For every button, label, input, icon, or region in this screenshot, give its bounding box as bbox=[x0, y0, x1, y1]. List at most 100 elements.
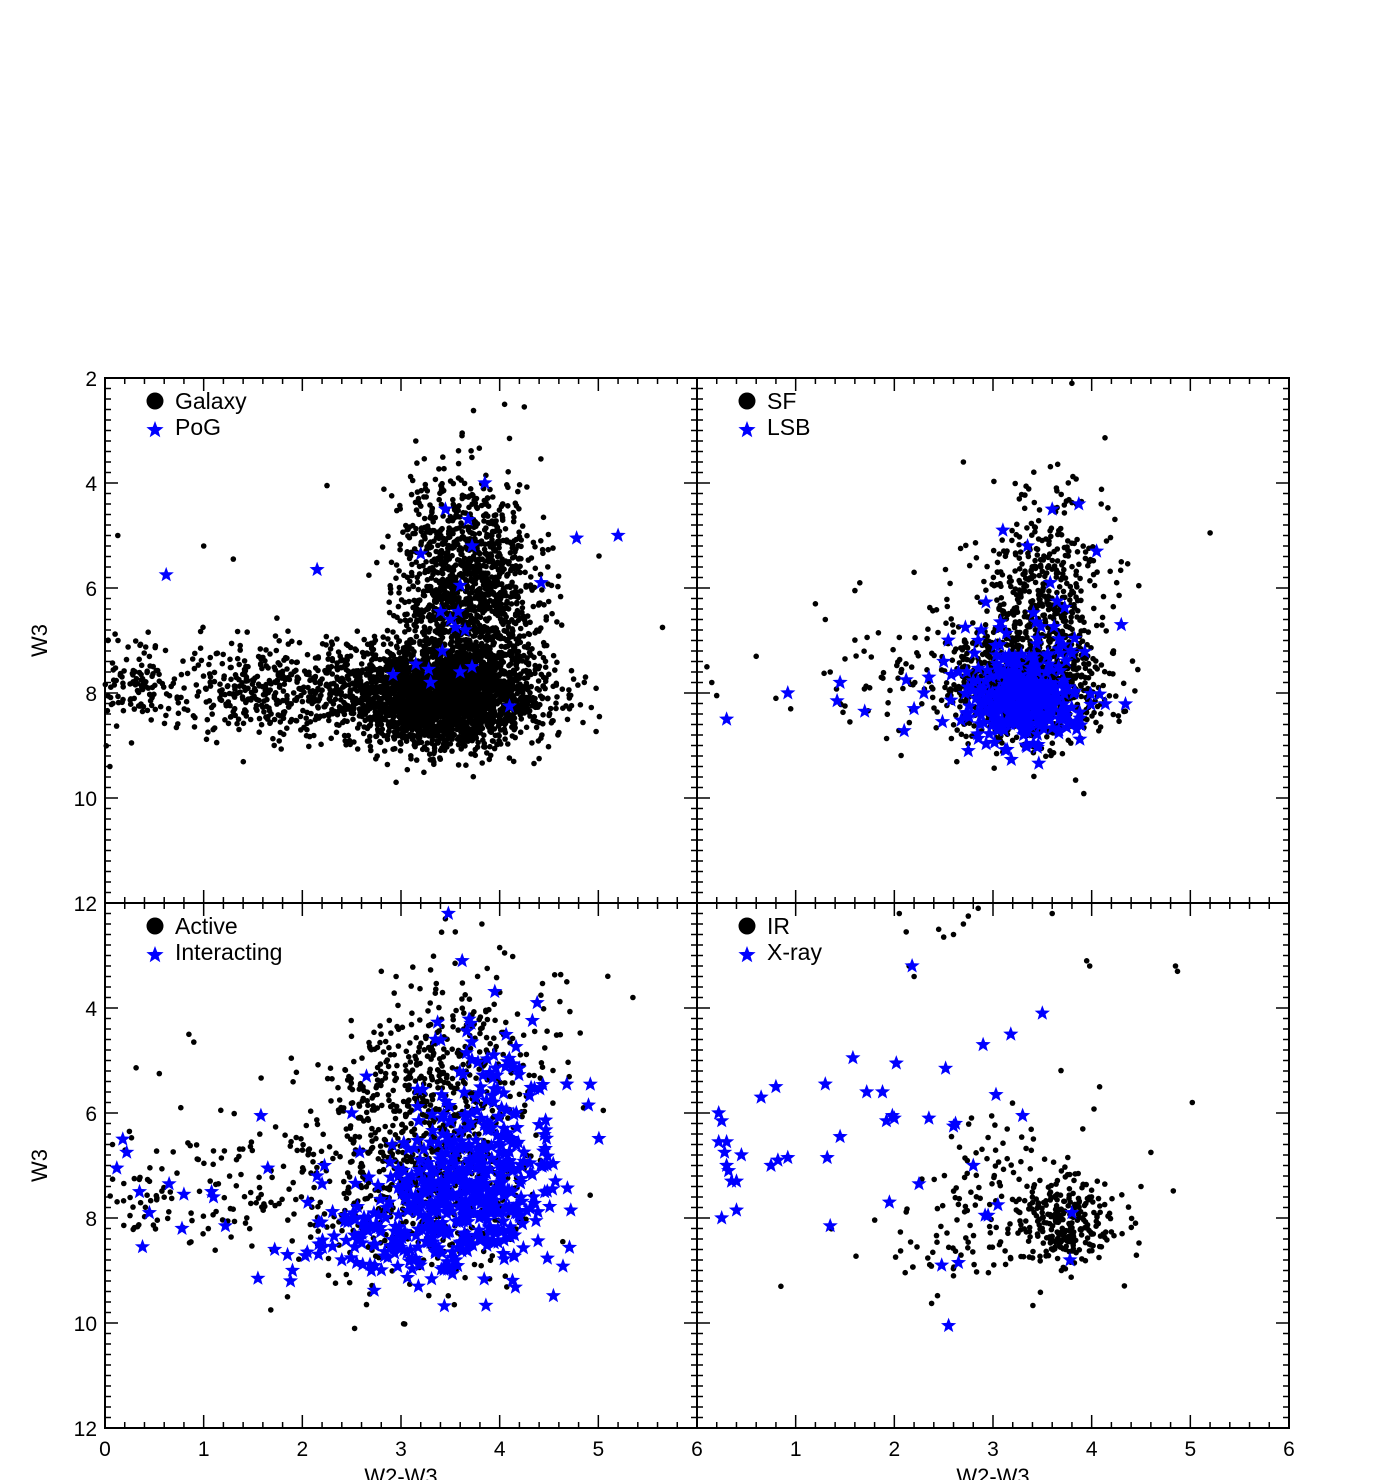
dot-point bbox=[421, 624, 428, 630]
dot-point bbox=[189, 656, 196, 662]
dot-point bbox=[115, 532, 121, 539]
dot-point bbox=[407, 578, 413, 585]
dot-point bbox=[150, 671, 156, 677]
dot-point bbox=[519, 523, 526, 529]
dot-point bbox=[243, 674, 250, 680]
dot-point bbox=[440, 550, 446, 556]
dot-point bbox=[275, 660, 282, 666]
dot-point bbox=[455, 536, 461, 542]
dot-point bbox=[421, 732, 428, 738]
dot-point bbox=[304, 651, 311, 658]
dot-point bbox=[537, 650, 543, 657]
dot-point bbox=[249, 681, 256, 687]
dot-point bbox=[542, 658, 549, 665]
dot-point bbox=[432, 628, 439, 634]
dot-point bbox=[524, 484, 530, 490]
dot-point bbox=[512, 724, 518, 731]
star-point bbox=[158, 566, 174, 582]
dot-point bbox=[297, 713, 304, 720]
dot-point bbox=[487, 728, 493, 734]
dot-point bbox=[499, 514, 506, 521]
dot-point bbox=[447, 478, 454, 484]
dot-point bbox=[502, 715, 509, 721]
dot-point bbox=[476, 703, 483, 710]
dot-point bbox=[345, 642, 351, 649]
dot-point bbox=[394, 507, 400, 514]
dot-point bbox=[315, 705, 322, 711]
dot-point bbox=[257, 646, 264, 652]
dot-point bbox=[117, 672, 124, 679]
dot-point bbox=[230, 556, 237, 562]
dot-point bbox=[498, 581, 504, 588]
dot-point bbox=[427, 502, 433, 508]
dot-point bbox=[538, 625, 544, 631]
dot-point bbox=[528, 574, 534, 580]
dot-point bbox=[334, 710, 340, 717]
dot-point bbox=[277, 713, 284, 719]
dot-point bbox=[517, 615, 524, 622]
dot-point bbox=[406, 642, 412, 648]
dot-point bbox=[115, 637, 121, 644]
dot-point bbox=[307, 689, 314, 695]
dot-point bbox=[500, 678, 507, 685]
dot-point bbox=[393, 575, 399, 581]
series-sf bbox=[704, 380, 1213, 797]
dot-point bbox=[518, 555, 524, 562]
dot-point bbox=[413, 757, 420, 763]
dot-point bbox=[403, 738, 410, 744]
dot-point bbox=[481, 666, 487, 673]
dot-point bbox=[521, 644, 528, 650]
dot-point bbox=[384, 627, 391, 634]
dot-point bbox=[480, 512, 487, 519]
dot-point bbox=[151, 691, 157, 698]
dot-point bbox=[430, 654, 436, 660]
dot-point bbox=[528, 585, 535, 591]
dot-point bbox=[393, 779, 399, 786]
dot-point bbox=[384, 648, 391, 655]
dot-point bbox=[402, 611, 408, 618]
dot-point bbox=[462, 536, 469, 543]
dot-point bbox=[397, 546, 403, 553]
dot-point bbox=[399, 698, 405, 705]
dot-point bbox=[588, 704, 595, 711]
dot-point bbox=[523, 582, 529, 589]
dot-point bbox=[501, 401, 508, 408]
dot-point bbox=[542, 664, 549, 670]
dot-point bbox=[219, 687, 225, 693]
dot-point bbox=[367, 743, 374, 750]
dot-point bbox=[462, 576, 469, 583]
dot-point bbox=[228, 640, 235, 647]
star-point bbox=[309, 561, 325, 577]
dot-point bbox=[388, 559, 395, 566]
dot-point bbox=[341, 718, 348, 724]
dot-point bbox=[259, 665, 265, 672]
dot-point bbox=[354, 688, 361, 694]
dot-point bbox=[414, 579, 421, 585]
dot-point bbox=[489, 564, 495, 571]
dot-point bbox=[552, 667, 558, 673]
dot-point bbox=[415, 586, 422, 593]
dot-point bbox=[455, 596, 461, 602]
dot-point bbox=[447, 741, 454, 747]
dot-point bbox=[470, 773, 477, 780]
dot-point bbox=[415, 722, 421, 728]
dot-point bbox=[267, 719, 274, 726]
dot-point bbox=[437, 703, 444, 709]
dot-point bbox=[272, 667, 279, 673]
dot-point bbox=[512, 685, 518, 692]
dot-point bbox=[240, 720, 247, 727]
dot-point bbox=[354, 628, 361, 634]
dot-point bbox=[476, 445, 483, 452]
dot-point bbox=[296, 685, 302, 692]
dot-point bbox=[393, 634, 400, 640]
dot-point bbox=[532, 565, 539, 572]
dot-point bbox=[553, 700, 559, 706]
dot-point bbox=[501, 727, 508, 734]
dot-point bbox=[519, 609, 525, 616]
dot-point bbox=[369, 650, 375, 657]
dot-point bbox=[370, 675, 377, 682]
dot-point bbox=[496, 541, 502, 547]
dot-point bbox=[422, 569, 428, 576]
dot-point bbox=[493, 606, 500, 612]
dot-point bbox=[553, 705, 559, 712]
